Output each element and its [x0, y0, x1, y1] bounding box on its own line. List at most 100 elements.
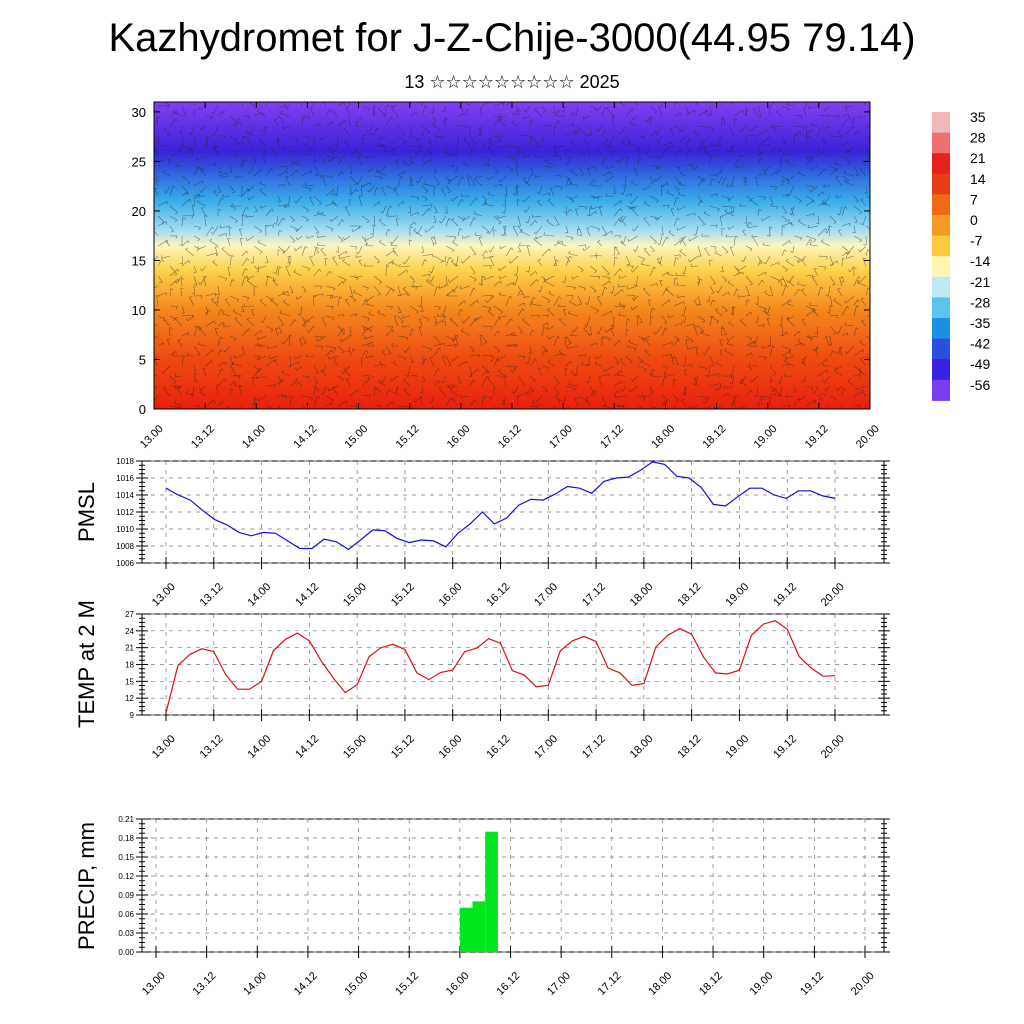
wind-barb-tick	[728, 199, 731, 202]
wind-barb	[709, 383, 721, 387]
wind-barb	[841, 258, 843, 267]
wind-barb	[585, 397, 591, 407]
wind-barb-tick	[436, 286, 440, 289]
wind-barb-tick	[608, 338, 611, 342]
wind-barb	[829, 255, 834, 266]
wind-barb-tick	[404, 357, 407, 361]
wind-barb-tick	[236, 299, 240, 303]
wind-barb-tick	[365, 350, 369, 354]
wind-barb	[528, 265, 531, 273]
wind-barb-tick	[734, 118, 738, 120]
wind-barb-tick	[666, 147, 669, 151]
wind-barb	[499, 275, 507, 280]
wind-barb	[500, 175, 507, 183]
wind-barb	[757, 260, 761, 267]
wind-barb-tick	[198, 227, 201, 231]
x-tick-label: 14.12	[292, 970, 320, 998]
wind-barb	[349, 348, 354, 357]
wind-barb	[661, 365, 669, 368]
wind-barb	[553, 145, 558, 156]
wind-barb	[358, 196, 363, 207]
wind-barb	[301, 265, 310, 269]
wind-barb-tick	[856, 280, 860, 283]
wind-barb-tick	[620, 200, 622, 204]
wind-barb-tick	[746, 299, 750, 302]
wind-barb	[661, 315, 668, 323]
wind-barb-tick	[193, 109, 197, 112]
wind-barb-tick	[329, 271, 332, 274]
wind-barb	[349, 285, 353, 297]
wind-barb	[498, 370, 507, 377]
wind-barb-tick	[676, 399, 679, 402]
wind-barb-tick	[570, 332, 573, 336]
wind-barb	[488, 175, 495, 181]
wind-barb	[781, 194, 789, 197]
wind-barb	[853, 299, 858, 307]
wind-barb-tick	[790, 250, 793, 253]
wind-barb	[618, 285, 627, 288]
wind-barb-tick	[822, 138, 826, 141]
y-axis-label: PMSL	[74, 482, 99, 542]
wind-barb	[604, 365, 615, 372]
wind-barb-tick	[634, 168, 638, 170]
wind-barb	[598, 377, 603, 387]
wind-barb	[583, 140, 591, 147]
wind-barb-tick	[431, 124, 435, 126]
colorbar-swatch	[932, 359, 950, 381]
wind-barb-tick	[310, 397, 313, 401]
wind-barb-tick	[341, 370, 343, 374]
wind-barb	[661, 354, 672, 357]
wind-barb-tick	[327, 387, 329, 391]
wind-barb	[507, 145, 519, 148]
wind-barb-tick	[186, 317, 188, 321]
wind-barb-tick	[187, 352, 189, 356]
wind-barb	[181, 314, 193, 317]
wind-barb	[568, 384, 579, 387]
wind-barb	[769, 102, 775, 107]
wind-barb-tick	[826, 359, 828, 363]
wind-barb-tick	[518, 109, 522, 112]
wind-barb-tick	[846, 306, 850, 309]
wind-barb-tick	[749, 338, 753, 341]
wind-barb-tick	[839, 136, 841, 140]
wind-barb-tick	[491, 326, 493, 330]
wind-barb	[464, 215, 471, 221]
wind-barb	[169, 327, 171, 337]
wind-barb	[633, 225, 639, 232]
wind-barb	[769, 365, 777, 374]
wind-barb	[808, 105, 819, 109]
wind-barb-tick	[568, 343, 572, 345]
wind-barb	[395, 389, 399, 397]
wind-barb-tick	[187, 332, 189, 336]
wind-barb	[865, 249, 868, 257]
wind-barb	[258, 139, 267, 147]
wind-barb-tick	[488, 249, 491, 253]
colorbar-label: 35	[970, 109, 986, 125]
wind-barb	[781, 404, 790, 407]
wind-barb-tick	[619, 358, 623, 361]
wind-barb-tick	[645, 119, 648, 123]
wind-barb-tick	[172, 318, 176, 322]
wind-barb	[680, 235, 687, 243]
wind-barb	[693, 378, 699, 387]
wind-barb-tick	[175, 118, 178, 122]
wind-barb-tick	[424, 229, 427, 233]
wind-barb-tick	[487, 376, 491, 378]
wind-barb	[385, 287, 392, 297]
wind-barb	[301, 315, 307, 327]
wind-barb	[596, 147, 603, 157]
wind-barb-tick	[259, 355, 261, 359]
wind-barb	[284, 205, 291, 208]
wind-barb-tick	[466, 361, 468, 365]
wind-barb-tick	[367, 343, 369, 347]
wind-barb	[667, 273, 675, 277]
wind-barb-tick	[667, 271, 670, 275]
wind-barb	[451, 219, 459, 227]
wind-barb	[817, 215, 820, 225]
wind-barb	[409, 195, 419, 198]
wind-barb	[306, 235, 315, 239]
wind-barb-tick	[652, 307, 655, 310]
wind-barb-tick	[424, 105, 428, 108]
wind-barb	[727, 282, 735, 287]
wind-barb-tick	[785, 159, 789, 162]
